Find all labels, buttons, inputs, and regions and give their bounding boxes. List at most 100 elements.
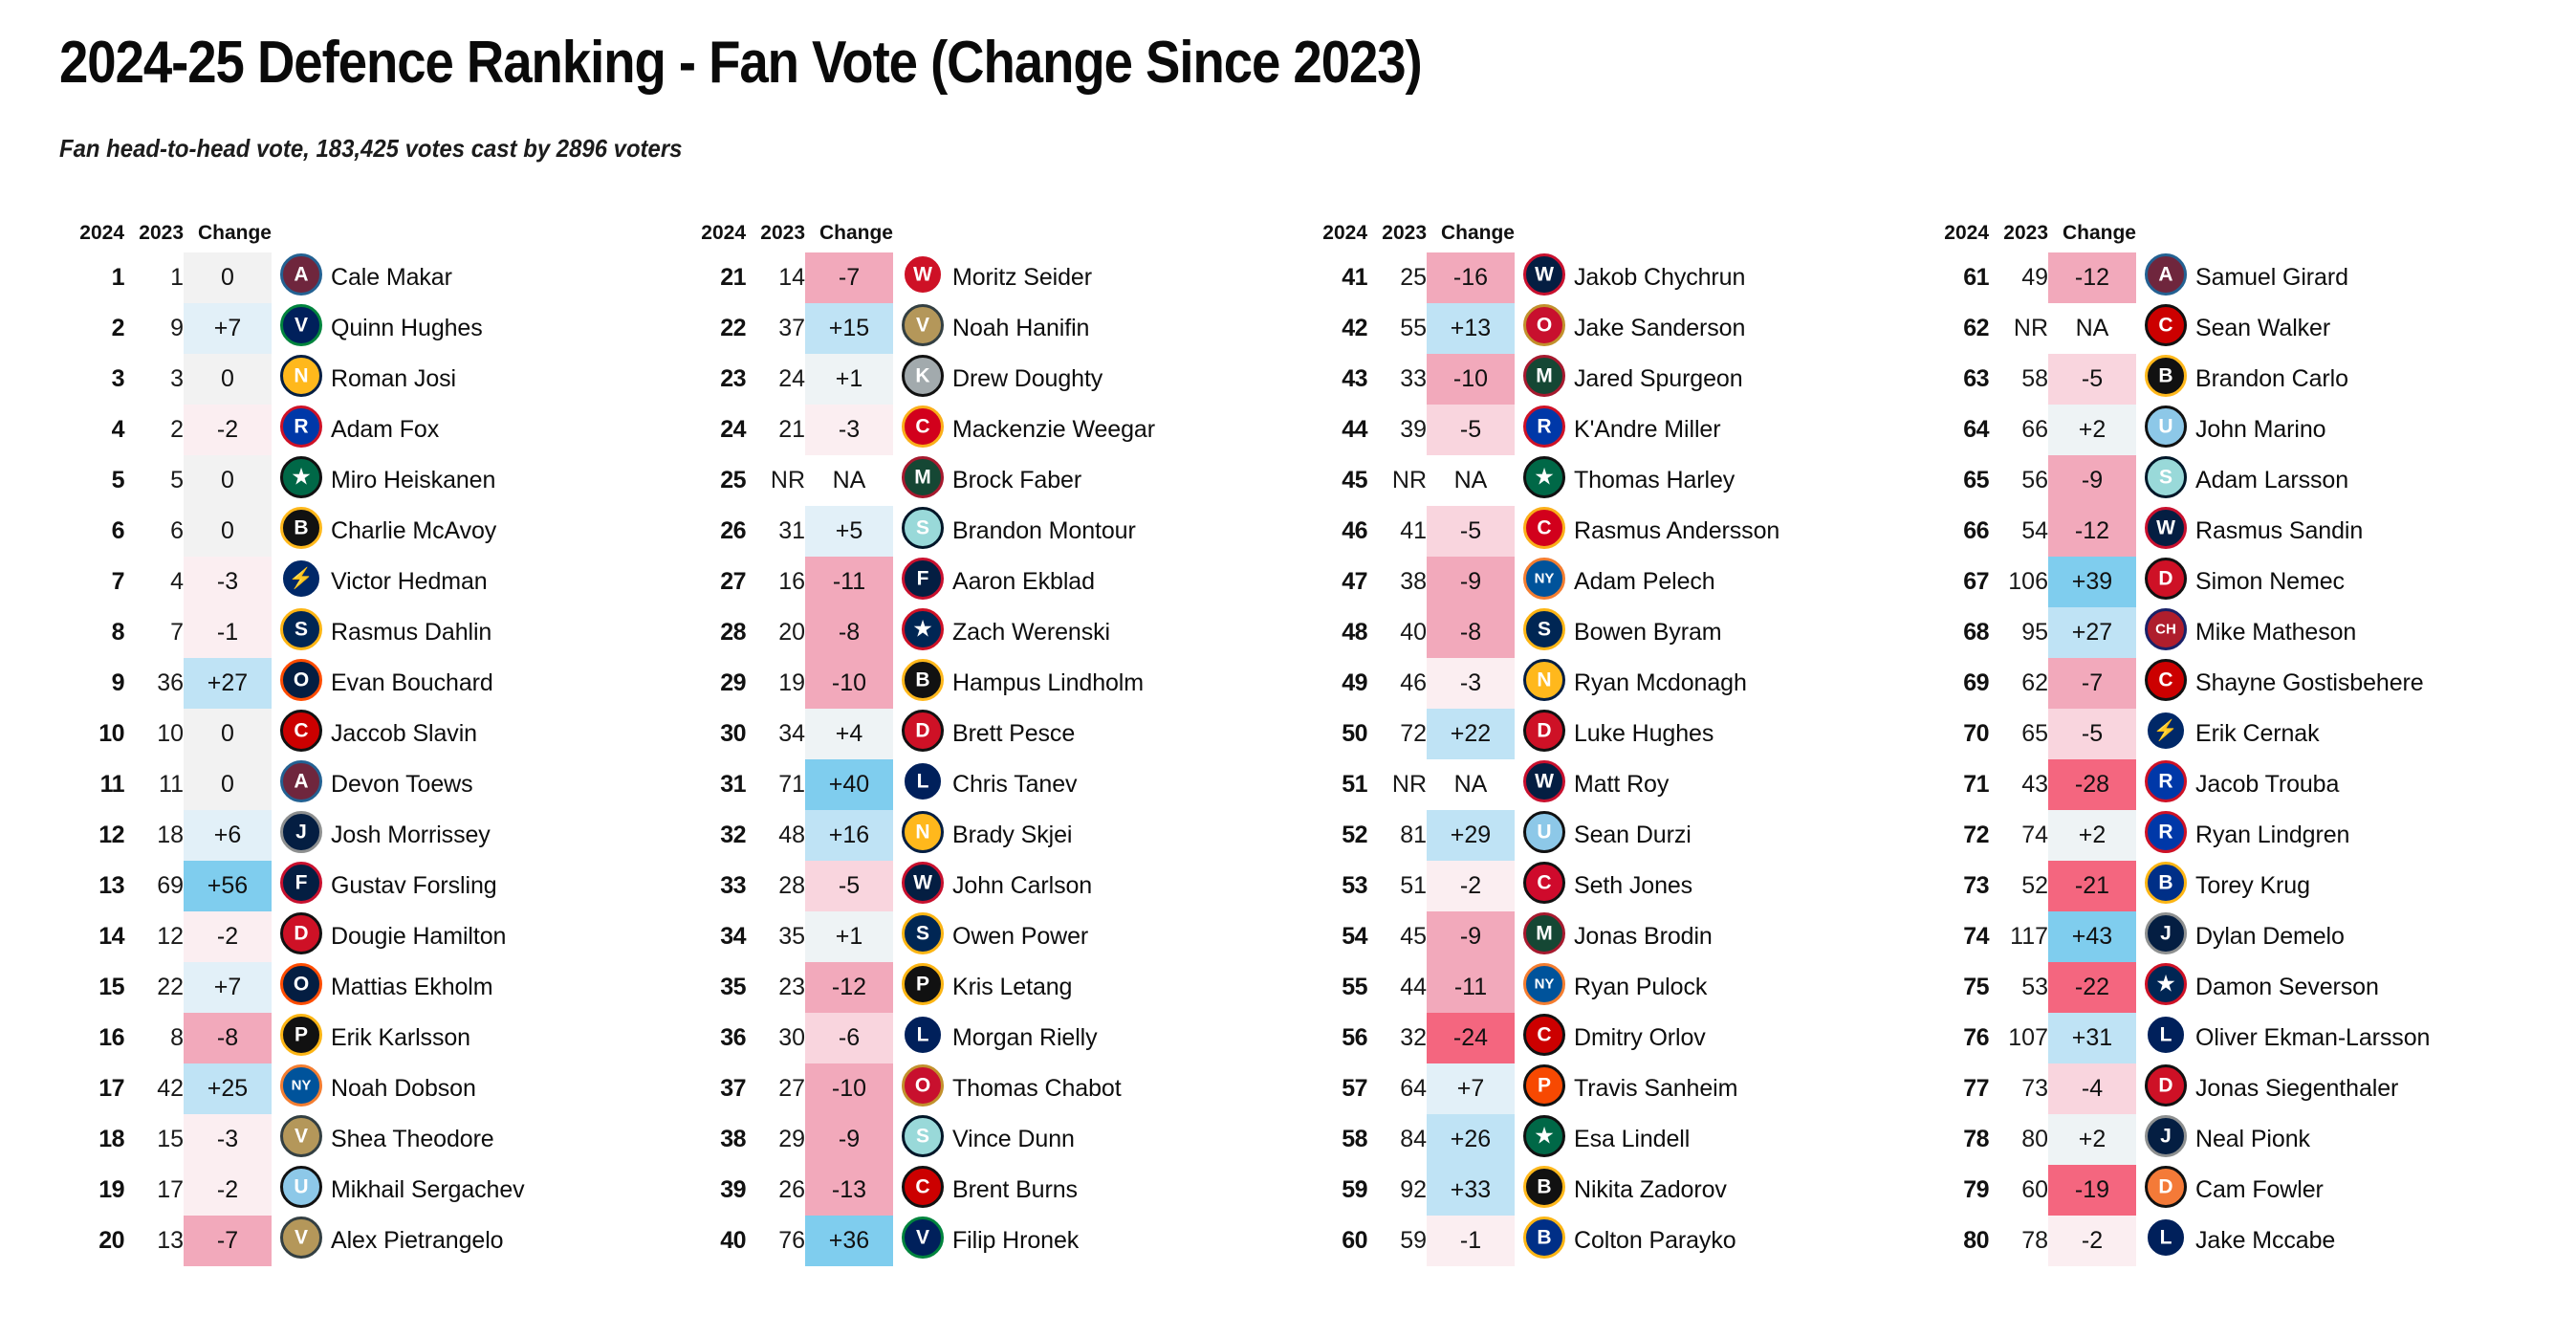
table-row[interactable]: 79 60 -19 D Cam Fowler — [1914, 1165, 2536, 1216]
table-row[interactable]: 29 19 -10 B Hampus Lindholm — [671, 658, 1293, 709]
player-name-cell[interactable]: Mike Matheson — [2195, 619, 2357, 646]
player-name-cell[interactable]: Noah Dobson — [331, 1075, 476, 1102]
player-name-cell[interactable]: Adam Pelech — [1574, 568, 1715, 595]
player-name-cell[interactable]: Mattias Ekholm — [331, 974, 493, 1000]
player-name-cell[interactable]: Cale Makar — [331, 264, 452, 291]
table-row[interactable]: 43 33 -10 M Jared Spurgeon — [1293, 354, 1914, 405]
player-name-cell[interactable]: Brock Faber — [952, 467, 1082, 493]
player-name-cell[interactable]: Nikita Zadorov — [1574, 1176, 1727, 1203]
table-row[interactable]: 22 37 +15 V Noah Hanifin — [671, 303, 1293, 354]
player-name-cell[interactable]: Morgan Rielly — [952, 1024, 1098, 1051]
table-row[interactable]: 25 NR NA M Brock Faber — [671, 455, 1293, 506]
player-name-cell[interactable]: Colton Parayko — [1574, 1227, 1736, 1254]
player-name-cell[interactable]: Shayne Gostisbehere — [2195, 669, 2424, 696]
table-row[interactable]: 28 20 -8 ★ Zach Werenski — [671, 607, 1293, 658]
player-name-cell[interactable]: Jakob Chychrun — [1574, 264, 1746, 291]
player-name-cell[interactable]: Damon Severson — [2195, 974, 2379, 1000]
table-row[interactable]: 8 7 -1 S Rasmus Dahlin — [50, 607, 671, 658]
player-name-cell[interactable]: Simon Nemec — [2195, 568, 2345, 595]
table-row[interactable]: 34 35 +1 S Owen Power — [671, 911, 1293, 962]
table-row[interactable]: 36 30 -6 L Morgan Rielly — [671, 1013, 1293, 1063]
table-row[interactable]: 75 53 -22 ★ Damon Severson — [1914, 962, 2536, 1013]
player-name-cell[interactable]: Jacob Trouba — [2195, 771, 2340, 798]
player-name-cell[interactable]: Devon Toews — [331, 771, 473, 798]
table-row[interactable]: 32 48 +16 N Brady Skjei — [671, 810, 1293, 861]
table-row[interactable]: 62 NR NA C Sean Walker — [1914, 303, 2536, 354]
player-name-cell[interactable]: Ryan Mcdonagh — [1574, 669, 1747, 696]
player-name-cell[interactable]: Gustav Forsling — [331, 872, 497, 899]
table-row[interactable]: 71 43 -28 R Jacob Trouba — [1914, 759, 2536, 810]
table-row[interactable]: 54 45 -9 M Jonas Brodin — [1293, 911, 1914, 962]
player-name-cell[interactable]: Erik Karlsson — [331, 1024, 470, 1051]
table-row[interactable]: 49 46 -3 N Ryan Mcdonagh — [1293, 658, 1914, 709]
player-name-cell[interactable]: Mikhail Sergachev — [331, 1176, 525, 1203]
player-name-cell[interactable]: Brandon Carlo — [2195, 365, 2348, 392]
player-name-cell[interactable]: Brandon Montour — [952, 517, 1136, 544]
player-name-cell[interactable]: Rasmus Sandin — [2195, 517, 2364, 544]
player-name-cell[interactable]: Jonas Brodin — [1574, 923, 1713, 950]
table-row[interactable]: 69 62 -7 C Shayne Gostisbehere — [1914, 658, 2536, 709]
table-row[interactable]: 77 73 -4 D Jonas Siegenthaler — [1914, 1063, 2536, 1114]
player-name-cell[interactable]: John Marino — [2195, 416, 2326, 443]
table-row[interactable]: 35 23 -12 P Kris Letang — [671, 962, 1293, 1013]
player-name-cell[interactable]: K'Andre Miller — [1574, 416, 1721, 443]
player-name-cell[interactable]: Matt Roy — [1574, 771, 1670, 798]
table-row[interactable]: 37 27 -10 O Thomas Chabot — [671, 1063, 1293, 1114]
table-row[interactable]: 78 80 +2 J Neal Pionk — [1914, 1114, 2536, 1165]
table-row[interactable]: 16 8 -8 P Erik Karlsson — [50, 1013, 671, 1063]
table-row[interactable]: 27 16 -11 F Aaron Ekblad — [671, 557, 1293, 607]
table-row[interactable]: 44 39 -5 R K'Andre Miller — [1293, 405, 1914, 455]
player-name-cell[interactable]: Kris Letang — [952, 974, 1073, 1000]
table-row[interactable]: 5 5 0 ★ Miro Heiskanen — [50, 455, 671, 506]
player-name-cell[interactable]: Brent Burns — [952, 1176, 1078, 1203]
player-name-cell[interactable]: Charlie McAvoy — [331, 517, 497, 544]
table-row[interactable]: 18 15 -3 V Shea Theodore — [50, 1114, 671, 1165]
table-row[interactable]: 64 66 +2 U John Marino — [1914, 405, 2536, 455]
player-name-cell[interactable]: Rasmus Andersson — [1574, 517, 1780, 544]
player-name-cell[interactable]: Oliver Ekman-Larsson — [2195, 1024, 2431, 1051]
player-name-cell[interactable]: Rasmus Dahlin — [331, 619, 492, 646]
player-name-cell[interactable]: Cam Fowler — [2195, 1176, 2324, 1203]
player-name-cell[interactable]: Brady Skjei — [952, 822, 1073, 848]
player-name-cell[interactable]: Seth Jones — [1574, 872, 1693, 899]
player-name-cell[interactable]: Zach Werenski — [952, 619, 1110, 646]
table-row[interactable]: 41 25 -16 W Jakob Chychrun — [1293, 252, 1914, 303]
player-name-cell[interactable]: Miro Heiskanen — [331, 467, 496, 493]
table-row[interactable]: 2 9 +7 V Quinn Hughes — [50, 303, 671, 354]
table-row[interactable]: 7 4 -3 ⚡ Victor Hedman — [50, 557, 671, 607]
table-row[interactable]: 61 49 -12 A Samuel Girard — [1914, 252, 2536, 303]
table-row[interactable]: 73 52 -21 B Torey Krug — [1914, 861, 2536, 911]
table-row[interactable]: 48 40 -8 S Bowen Byram — [1293, 607, 1914, 658]
table-row[interactable]: 53 51 -2 C Seth Jones — [1293, 861, 1914, 911]
table-row[interactable]: 24 21 -3 C Mackenzie Weegar — [671, 405, 1293, 455]
player-name-cell[interactable]: John Carlson — [952, 872, 1093, 899]
table-row[interactable]: 46 41 -5 C Rasmus Andersson — [1293, 506, 1914, 557]
player-name-cell[interactable]: Quinn Hughes — [331, 315, 483, 341]
player-name-cell[interactable]: Victor Hedman — [331, 568, 488, 595]
player-name-cell[interactable]: Filip Hronek — [952, 1227, 1080, 1254]
table-row[interactable]: 1 1 0 A Cale Makar — [50, 252, 671, 303]
table-row[interactable]: 23 24 +1 K Drew Doughty — [671, 354, 1293, 405]
player-name-cell[interactable]: Luke Hughes — [1574, 720, 1714, 747]
table-row[interactable]: 33 28 -5 W John Carlson — [671, 861, 1293, 911]
player-name-cell[interactable]: Sean Walker — [2195, 315, 2331, 341]
player-name-cell[interactable]: Esa Lindell — [1574, 1126, 1691, 1152]
player-name-cell[interactable]: Mackenzie Weegar — [952, 416, 1155, 443]
player-name-cell[interactable]: Torey Krug — [2195, 872, 2310, 899]
table-row[interactable]: 67 106 +39 D Simon Nemec — [1914, 557, 2536, 607]
table-row[interactable]: 42 55 +13 O Jake Sanderson — [1293, 303, 1914, 354]
table-row[interactable]: 59 92 +33 B Nikita Zadorov — [1293, 1165, 1914, 1216]
table-row[interactable]: 9 36 +27 O Evan Bouchard — [50, 658, 671, 709]
table-row[interactable]: 56 32 -24 C Dmitry Orlov — [1293, 1013, 1914, 1063]
player-name-cell[interactable]: Jared Spurgeon — [1574, 365, 1743, 392]
player-name-cell[interactable]: Dmitry Orlov — [1574, 1024, 1706, 1051]
player-name-cell[interactable]: Adam Larsson — [2195, 467, 2348, 493]
table-row[interactable]: 55 44 -11 NY Ryan Pulock — [1293, 962, 1914, 1013]
table-row[interactable]: 47 38 -9 NY Adam Pelech — [1293, 557, 1914, 607]
player-name-cell[interactable]: Sean Durzi — [1574, 822, 1692, 848]
player-name-cell[interactable]: Bowen Byram — [1574, 619, 1722, 646]
table-row[interactable]: 14 12 -2 D Dougie Hamilton — [50, 911, 671, 962]
player-name-cell[interactable]: Hampus Lindholm — [952, 669, 1144, 696]
player-name-cell[interactable]: Jake Mccabe — [2195, 1227, 2336, 1254]
table-row[interactable]: 4 2 -2 R Adam Fox — [50, 405, 671, 455]
